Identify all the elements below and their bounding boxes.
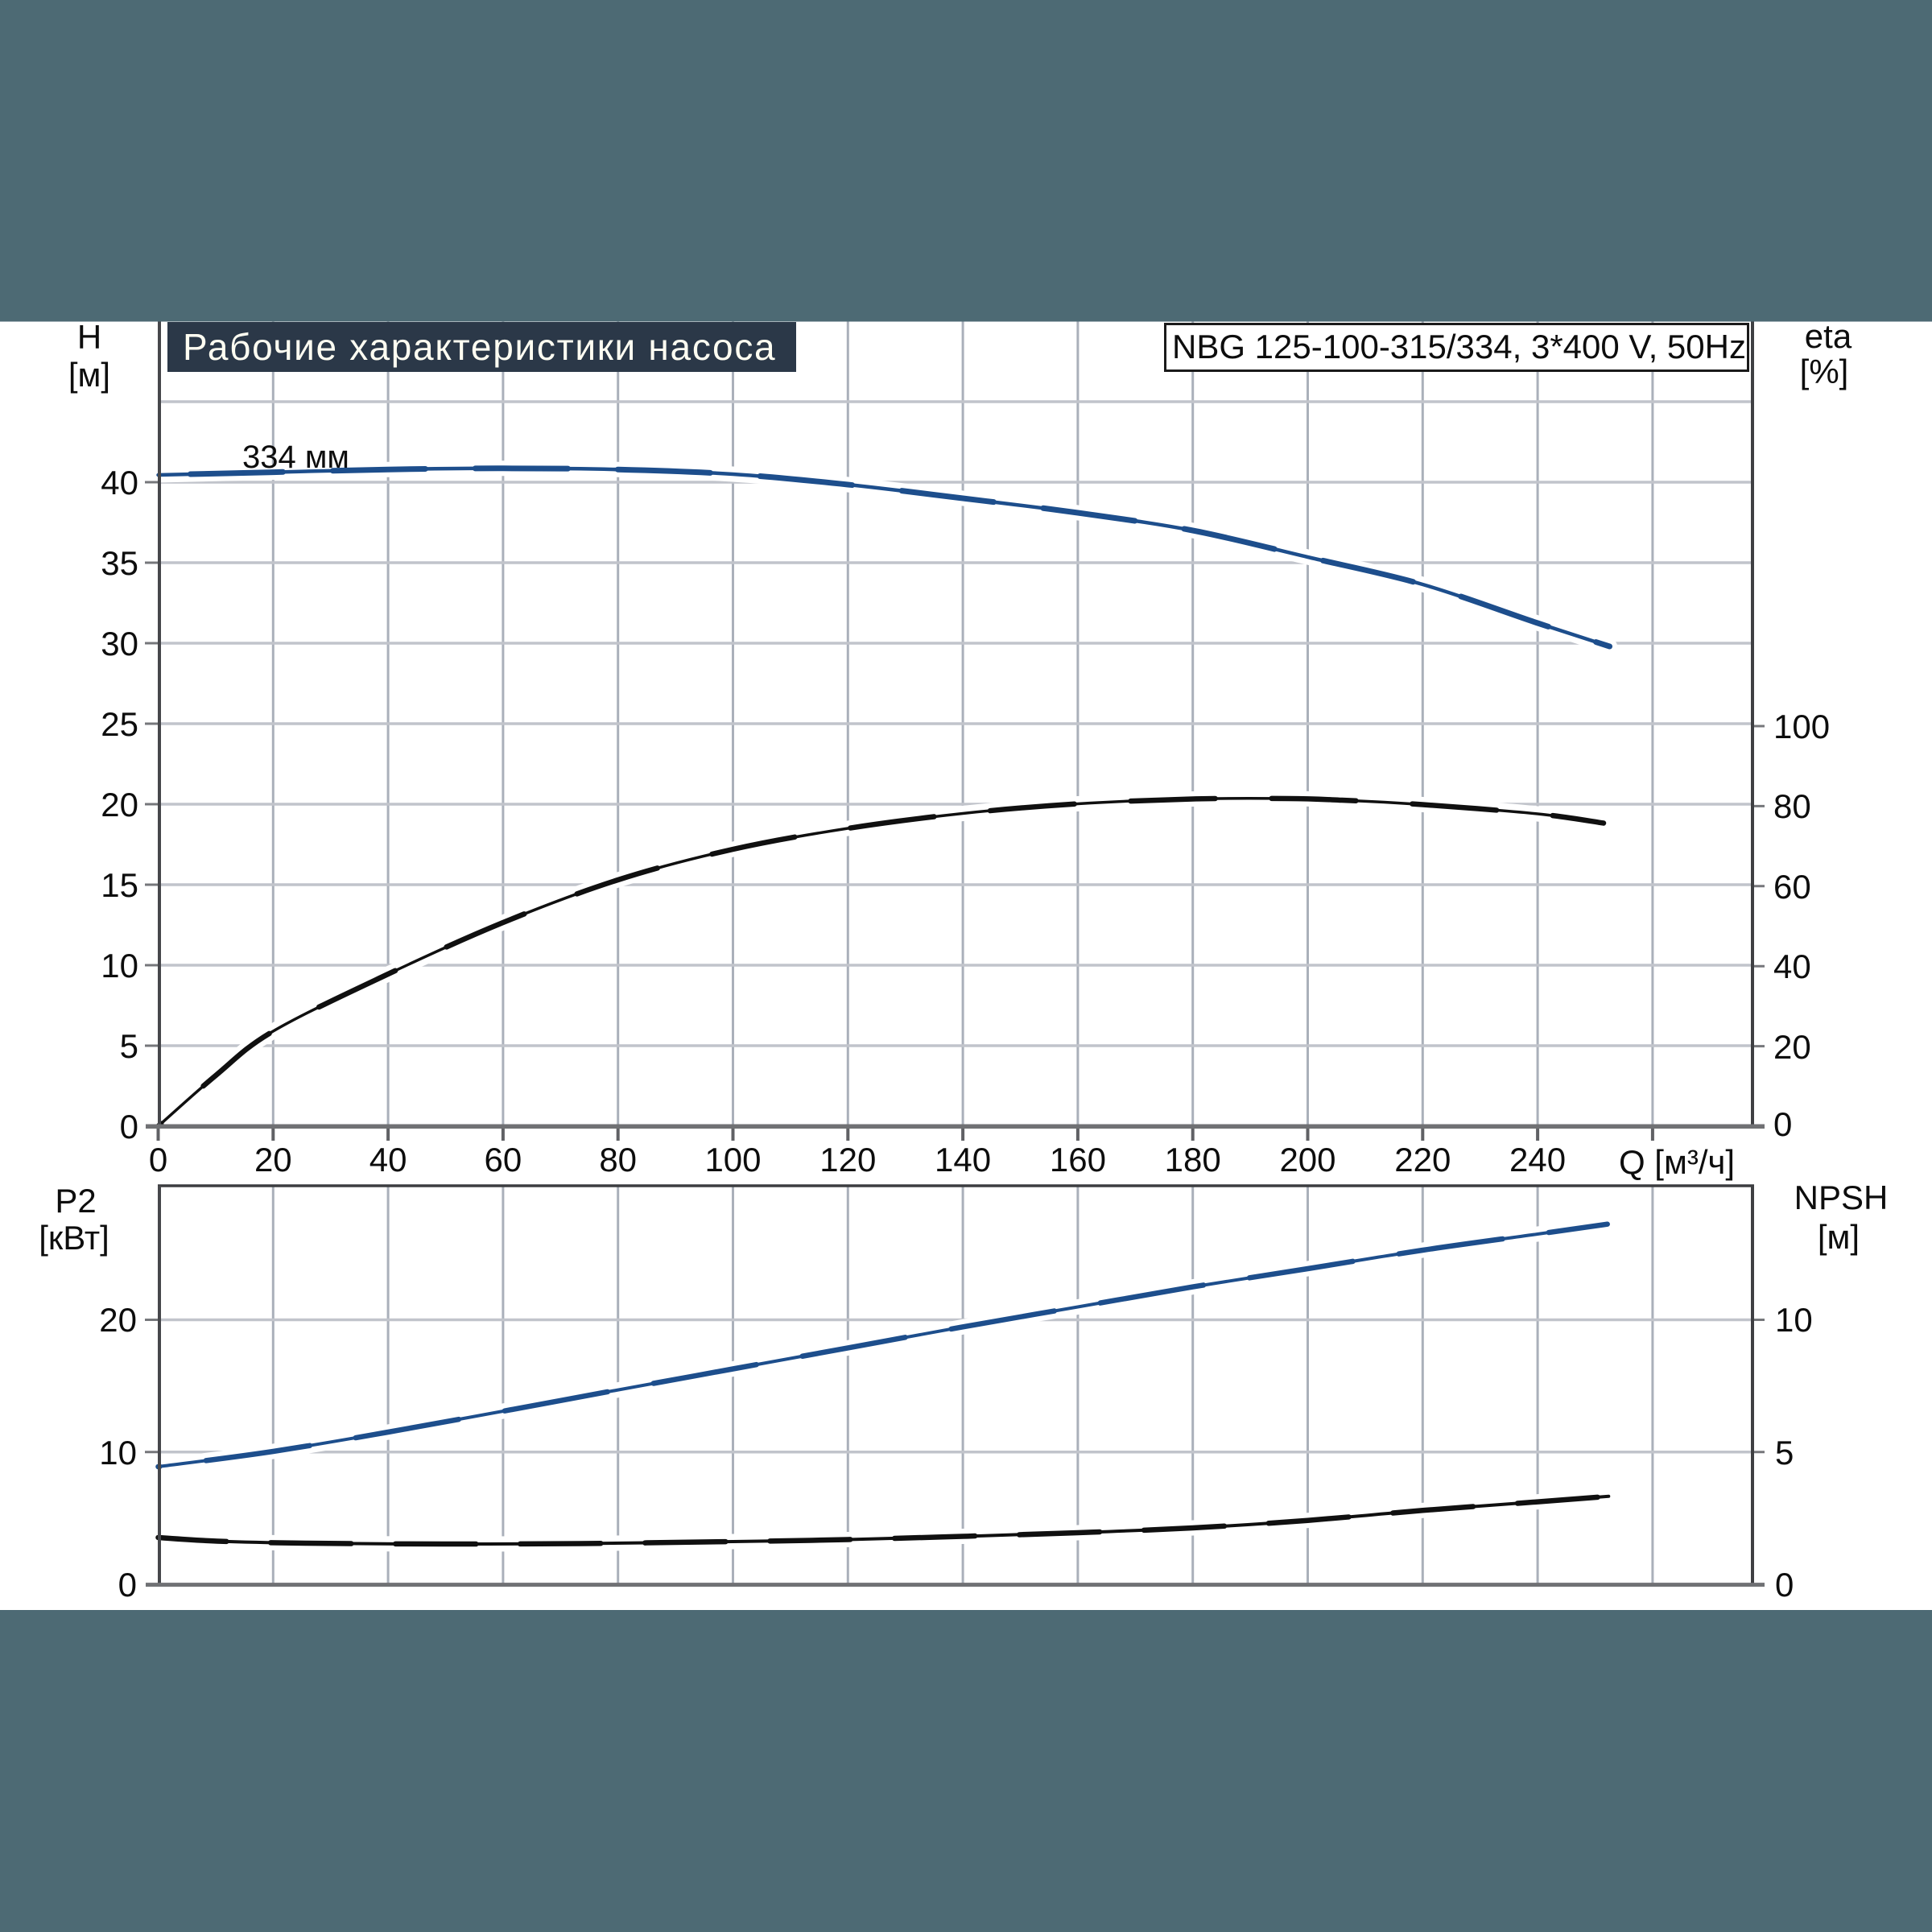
- svg-text:10: 10: [101, 947, 138, 985]
- svg-text:20: 20: [1773, 1028, 1811, 1066]
- svg-text:H: H: [77, 318, 101, 356]
- svg-text:40: 40: [369, 1141, 407, 1179]
- svg-text:[м]: [м]: [1818, 1218, 1860, 1256]
- svg-text:0: 0: [120, 1108, 138, 1146]
- svg-text:20: 20: [101, 786, 138, 824]
- svg-text:5: 5: [120, 1027, 138, 1065]
- svg-text:10: 10: [99, 1434, 137, 1472]
- svg-text:200: 200: [1279, 1141, 1335, 1179]
- svg-text:160: 160: [1050, 1141, 1106, 1179]
- svg-text:80: 80: [1773, 787, 1811, 825]
- svg-text:0: 0: [1775, 1566, 1794, 1604]
- svg-text:35: 35: [101, 544, 138, 582]
- svg-text:NBG 125-100-315/334, 3*400 V,: NBG 125-100-315/334, 3*400 V, 50Hz: [1172, 328, 1746, 365]
- svg-text:60: 60: [485, 1141, 522, 1179]
- svg-text:Рабочие характеристики насоса: Рабочие характеристики насоса: [183, 326, 776, 368]
- svg-text:20: 20: [99, 1301, 137, 1339]
- svg-text:220: 220: [1394, 1141, 1451, 1179]
- svg-text:10: 10: [1775, 1301, 1813, 1339]
- svg-text:180: 180: [1165, 1141, 1221, 1179]
- svg-text:Q [м³/ч]: Q [м³/ч]: [1619, 1143, 1735, 1181]
- svg-text:80: 80: [599, 1141, 637, 1179]
- svg-text:240: 240: [1509, 1141, 1566, 1179]
- svg-text:20: 20: [254, 1141, 292, 1179]
- svg-text:0: 0: [1773, 1105, 1792, 1143]
- svg-text:60: 60: [1773, 868, 1811, 906]
- svg-text:30: 30: [101, 625, 138, 663]
- svg-text:0: 0: [149, 1141, 167, 1179]
- svg-text:15: 15: [101, 866, 138, 904]
- svg-text:140: 140: [935, 1141, 991, 1179]
- svg-text:[%]: [%]: [1800, 353, 1849, 390]
- svg-text:NPSH: NPSH: [1794, 1179, 1889, 1216]
- svg-text:P2: P2: [55, 1182, 96, 1220]
- svg-text:120: 120: [819, 1141, 876, 1179]
- svg-text:[м]: [м]: [68, 356, 110, 394]
- svg-text:334 мм: 334 мм: [242, 440, 349, 475]
- svg-text:25: 25: [101, 705, 138, 743]
- svg-text:[кВт]: [кВт]: [39, 1219, 109, 1257]
- svg-text:40: 40: [101, 464, 138, 502]
- svg-text:0: 0: [118, 1566, 137, 1604]
- svg-text:eta: eta: [1805, 317, 1852, 355]
- svg-text:40: 40: [1773, 947, 1811, 985]
- svg-text:5: 5: [1775, 1434, 1794, 1472]
- svg-text:100: 100: [1773, 708, 1830, 745]
- svg-text:100: 100: [704, 1141, 761, 1179]
